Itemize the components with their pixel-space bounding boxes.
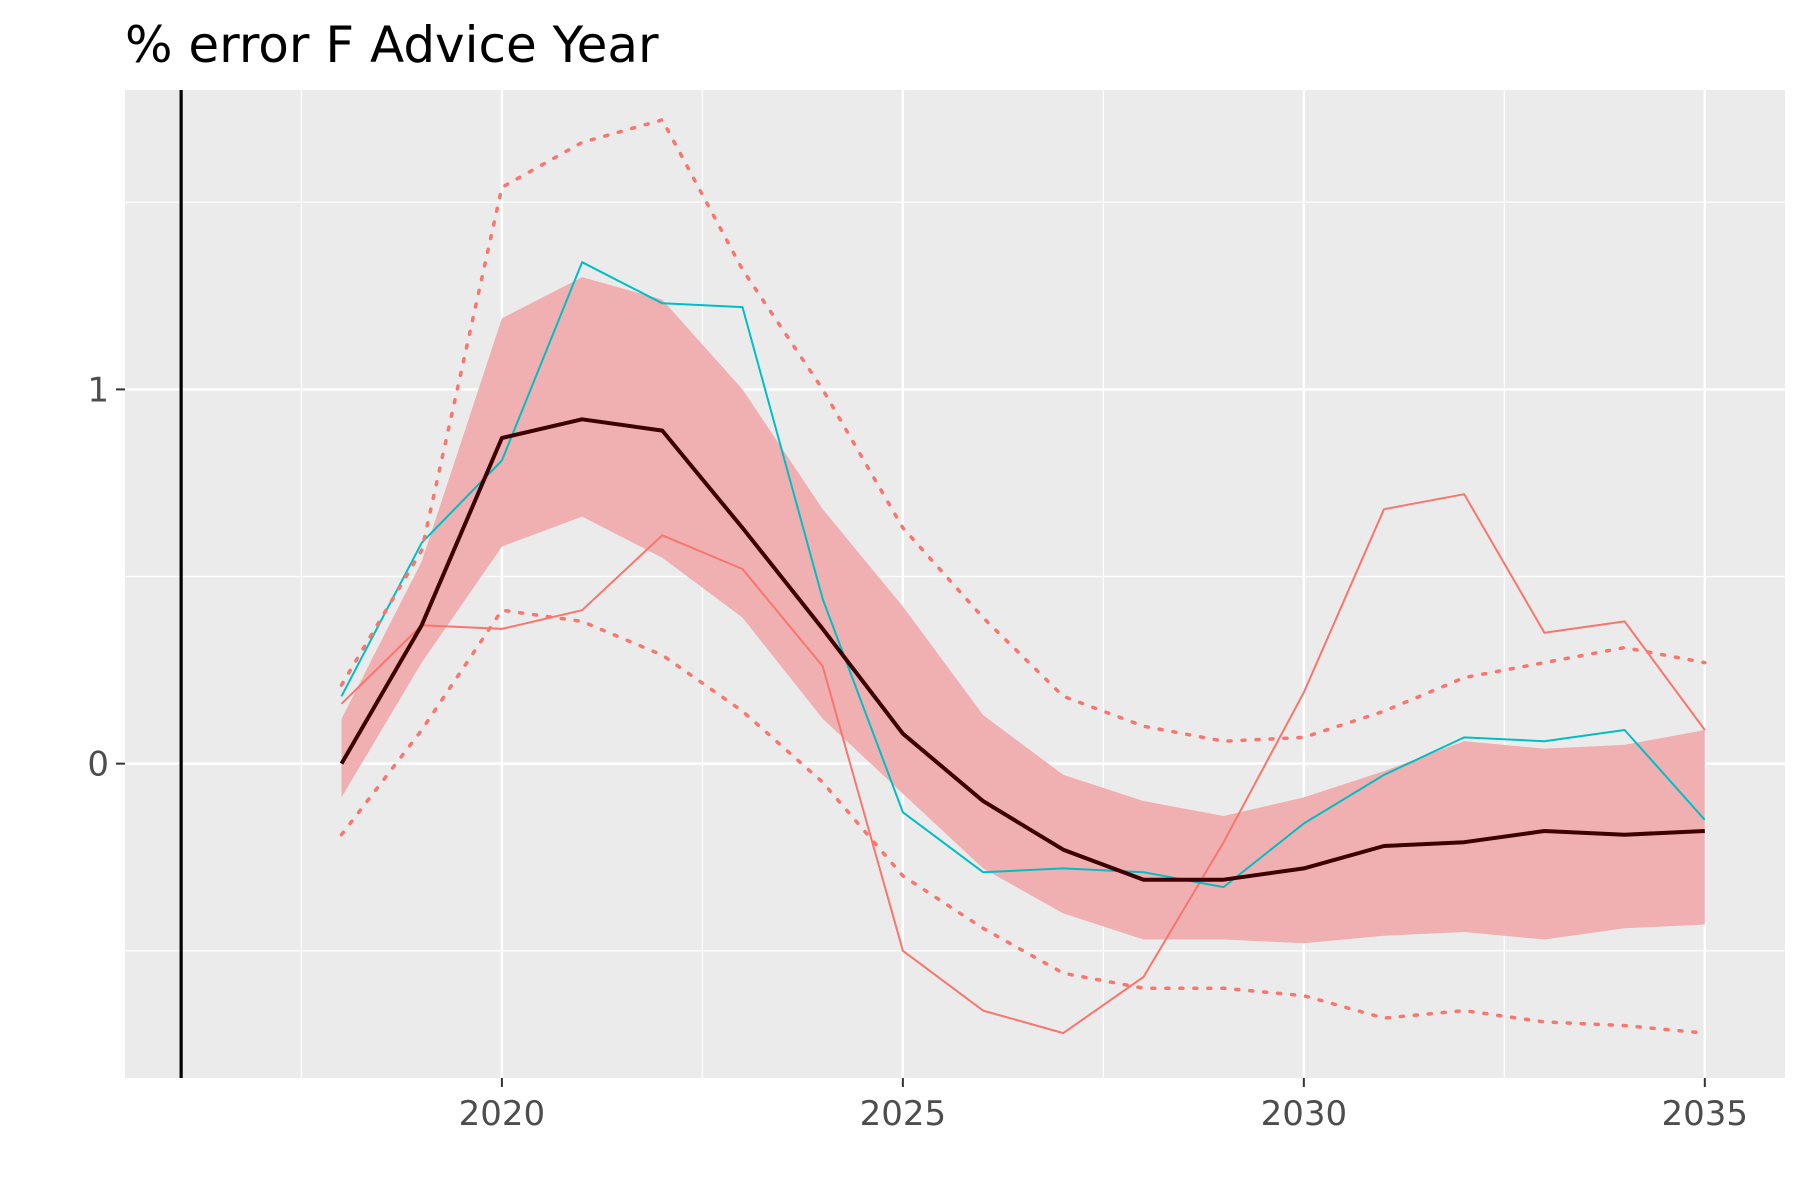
series-line-0 [339, 417, 1705, 882]
y-axis: 01 [87, 370, 125, 785]
confidence-band [341, 277, 1705, 944]
series-line-1 [340, 493, 1706, 1035]
x-axis: 2020 2025 2030 2035 [459, 1078, 1748, 1134]
chart-title: % error F Advice Year [125, 16, 659, 74]
x-tick-label: 2035 [1662, 1094, 1749, 1134]
series-line-3 [339, 118, 1707, 743]
series-lines [339, 118, 1707, 1035]
series-line-2 [340, 261, 1706, 889]
x-tick-label: 2020 [459, 1094, 546, 1134]
series-line-4 [339, 608, 1707, 1035]
x-tick-label: 2025 [860, 1094, 947, 1134]
band-area [341, 277, 1705, 944]
y-tick-label: 1 [87, 370, 109, 410]
y-tick-label: 0 [87, 745, 109, 785]
x-tick-label: 2030 [1261, 1094, 1348, 1134]
